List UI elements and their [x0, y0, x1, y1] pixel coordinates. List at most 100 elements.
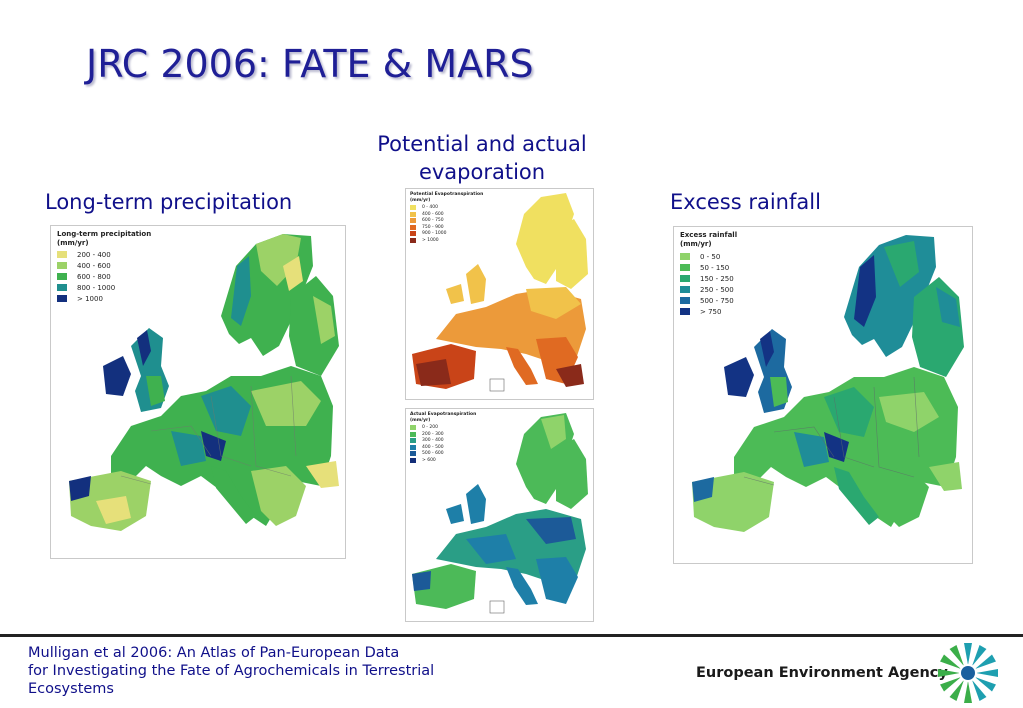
legend-swatch — [57, 251, 67, 258]
potential-legend-unit: (mm/yr) — [410, 197, 431, 203]
legend-swatch — [680, 297, 690, 304]
legend-swatch — [410, 237, 416, 243]
legend-swatch — [680, 264, 690, 271]
eea-logo-icon — [938, 643, 998, 703]
caption-evaporation-line1: Potential and actual — [377, 132, 587, 156]
legend-label: 750 - 900 — [422, 224, 444, 230]
excess-legend-unit: (mm/yr) — [680, 239, 712, 248]
actual-legend-title: Actual Evapotranspiration — [410, 412, 477, 417]
legend-entry: 400 - 500 — [410, 444, 476, 450]
legend-entry: 300 - 400 — [410, 438, 476, 444]
legend-entry: 0 - 400 — [410, 205, 483, 211]
legend-entry: 900 - 1000 — [410, 231, 483, 237]
potential-evapotranspiration-map-graphic — [406, 189, 593, 399]
caption-excess: Excess rainfall — [670, 190, 821, 214]
potential-legend: Potential Evapotranspiration (mm/yr) 0 -… — [410, 192, 483, 244]
legend-entry: 800 - 1000 — [57, 284, 151, 292]
legend-label: 400 - 600 — [422, 211, 444, 217]
legend-entry: 500 - 750 — [680, 297, 737, 305]
legend-label: 0 - 400 — [422, 205, 438, 211]
legend-swatch — [57, 284, 67, 291]
legend-label: 400 - 500 — [422, 444, 444, 450]
legend-swatch — [680, 275, 690, 282]
caption-precipitation: Long-term precipitation — [45, 190, 293, 214]
legend-label: 400 - 600 — [77, 261, 111, 270]
legend-swatch — [680, 286, 690, 293]
legend-entry: 50 - 150 — [680, 264, 737, 272]
legend-entry: > 1000 — [57, 295, 151, 303]
legend-label: 800 - 1000 — [77, 283, 116, 292]
legend-swatch — [57, 262, 67, 269]
legend-label: > 750 — [700, 307, 722, 316]
excess-legend: Excess rainfall (mm/yr) 0 - 50 50 - 150 … — [680, 231, 737, 319]
legend-entry: 500 - 600 — [410, 451, 476, 457]
potential-legend-title: Potential Evapotranspiration — [410, 192, 484, 197]
legend-label: > 1000 — [422, 237, 439, 243]
legend-entry: > 1000 — [410, 237, 483, 243]
legend-swatch — [410, 438, 416, 444]
legend-label: 300 - 400 — [422, 438, 444, 444]
legend-swatch — [680, 308, 690, 315]
legend-label: 500 - 750 — [700, 296, 734, 305]
legend-entry: 750 - 900 — [410, 224, 483, 230]
legend-label: 500 - 600 — [422, 451, 444, 457]
legend-swatch — [680, 253, 690, 260]
agency-name: European Environment Agency — [696, 665, 948, 681]
excess-legend-title: Excess rainfall — [680, 231, 738, 239]
actual-legend: Actual Evapotranspiration (mm/yr) 0 - 20… — [410, 412, 476, 464]
actual-evapotranspiration-map: Actual Evapotranspiration (mm/yr) 0 - 20… — [405, 408, 594, 622]
legend-swatch — [410, 218, 416, 224]
legend-entry: 600 - 750 — [410, 218, 483, 224]
legend-label: 600 - 750 — [422, 218, 444, 224]
legend-swatch — [410, 425, 416, 431]
precipitation-legend-title: Long-term precipitation — [57, 230, 152, 238]
precipitation-map-graphic — [51, 226, 345, 558]
precipitation-map: Long-term precipitation (mm/yr) 200 - 40… — [50, 225, 346, 559]
legend-label: 200 - 400 — [77, 250, 111, 259]
legend-entry: > 600 — [410, 457, 476, 463]
slide-title: JRC 2006: FATE & MARS — [86, 42, 534, 86]
legend-swatch — [410, 451, 416, 457]
legend-entry: 400 - 600 — [410, 211, 483, 217]
legend-label: 150 - 250 — [700, 274, 734, 283]
legend-swatch — [57, 295, 67, 302]
legend-entry: 250 - 500 — [680, 286, 737, 294]
potential-evapotranspiration-map: Potential Evapotranspiration (mm/yr) 0 -… — [405, 188, 594, 400]
legend-swatch — [410, 211, 416, 217]
legend-entry: 150 - 250 — [680, 275, 737, 283]
citation-line3: Ecosystems — [28, 681, 114, 698]
excess-rainfall-map: Excess rainfall (mm/yr) 0 - 50 50 - 150 … — [673, 226, 973, 564]
legend-swatch — [410, 231, 416, 237]
actual-legend-unit: (mm/yr) — [410, 417, 431, 423]
precipitation-legend: Long-term precipitation (mm/yr) 200 - 40… — [57, 230, 151, 306]
legend-label: > 600 — [422, 457, 436, 463]
legend-label: 200 - 300 — [422, 431, 444, 437]
citation-line1: Mulligan et al 2006: An Atlas of Pan-Eur… — [28, 645, 400, 661]
precipitation-legend-unit: (mm/yr) — [57, 238, 89, 247]
legend-entry: 0 - 200 — [410, 425, 476, 431]
legend-entry: 600 - 800 — [57, 273, 151, 281]
excess-rainfall-map-graphic — [674, 227, 972, 563]
legend-label: 900 - 1000 — [422, 231, 447, 237]
actual-evapotranspiration-map-graphic — [406, 409, 593, 621]
legend-entry: 0 - 50 — [680, 253, 737, 261]
caption-evaporation: Potential and actual evaporation — [358, 130, 606, 186]
legend-entry: 200 - 400 — [57, 251, 151, 259]
legend-entry: 400 - 600 — [57, 262, 151, 270]
legend-swatch — [410, 431, 416, 437]
citation: Mulligan et al 2006: An Atlas of Pan-Eur… — [28, 644, 498, 698]
legend-swatch — [410, 205, 416, 211]
legend-label: 600 - 800 — [77, 272, 111, 281]
legend-entry: 200 - 300 — [410, 431, 476, 437]
caption-evaporation-line2: evaporation — [418, 160, 546, 184]
legend-label: 0 - 200 — [422, 425, 438, 431]
legend-swatch — [410, 224, 416, 230]
legend-swatch — [410, 457, 416, 463]
footer-divider — [0, 634, 1023, 637]
legend-label: > 1000 — [77, 294, 103, 303]
legend-label: 0 - 50 — [700, 252, 721, 261]
legend-label: 250 - 500 — [700, 285, 734, 294]
citation-line2: for Investigating the Fate of Agrochemic… — [28, 663, 435, 680]
legend-entry: > 750 — [680, 308, 737, 316]
legend-swatch — [410, 444, 416, 450]
